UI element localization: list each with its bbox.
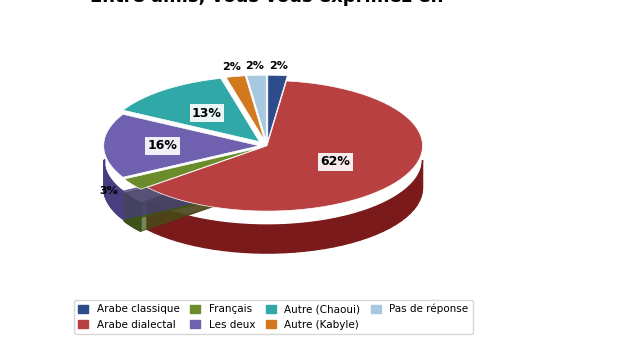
Polygon shape — [161, 208, 169, 239]
Polygon shape — [333, 217, 343, 247]
Polygon shape — [274, 225, 284, 253]
Polygon shape — [108, 175, 109, 204]
Legend: Arabe classique, Arabe dialectal, Français, Les deux, Autre (Chaoui), Autre (Kab: Arabe classique, Arabe dialectal, França… — [74, 300, 473, 334]
Polygon shape — [147, 81, 422, 211]
Text: 16%: 16% — [148, 139, 178, 152]
Polygon shape — [116, 185, 117, 214]
Polygon shape — [154, 205, 161, 236]
Polygon shape — [169, 211, 177, 241]
Polygon shape — [124, 162, 261, 221]
Polygon shape — [113, 182, 114, 211]
Polygon shape — [124, 147, 261, 189]
Text: 2%: 2% — [270, 61, 289, 71]
Polygon shape — [114, 183, 115, 212]
Polygon shape — [264, 225, 274, 253]
Text: 2%: 2% — [222, 62, 240, 72]
Polygon shape — [110, 178, 111, 207]
Title: Entre amis, vous vous exprimez en: Entre amis, vous vous exprimez en — [90, 0, 444, 6]
Polygon shape — [419, 169, 421, 201]
Polygon shape — [195, 218, 204, 247]
Polygon shape — [421, 164, 422, 197]
Polygon shape — [268, 75, 288, 141]
Polygon shape — [147, 160, 267, 230]
Polygon shape — [214, 221, 223, 251]
Polygon shape — [109, 177, 110, 206]
Polygon shape — [204, 219, 214, 249]
Polygon shape — [360, 210, 368, 240]
Polygon shape — [111, 180, 112, 209]
Text: 3%: 3% — [99, 186, 118, 196]
Polygon shape — [406, 185, 410, 217]
Polygon shape — [115, 184, 116, 213]
Polygon shape — [177, 213, 186, 243]
Polygon shape — [112, 181, 113, 210]
Text: 13%: 13% — [192, 107, 222, 120]
Polygon shape — [343, 215, 351, 245]
Polygon shape — [120, 189, 122, 218]
Polygon shape — [253, 225, 264, 253]
Polygon shape — [368, 207, 376, 238]
Polygon shape — [186, 216, 195, 246]
Polygon shape — [414, 177, 417, 210]
Polygon shape — [123, 78, 260, 142]
Polygon shape — [417, 173, 419, 205]
Polygon shape — [351, 212, 360, 243]
Polygon shape — [123, 160, 259, 219]
Text: 62%: 62% — [320, 155, 350, 168]
Polygon shape — [226, 76, 265, 141]
Polygon shape — [314, 221, 324, 250]
Polygon shape — [376, 203, 383, 235]
Polygon shape — [104, 114, 259, 177]
Polygon shape — [389, 197, 395, 228]
Polygon shape — [119, 188, 120, 217]
Polygon shape — [141, 162, 261, 231]
Polygon shape — [401, 190, 406, 221]
Polygon shape — [233, 223, 243, 252]
Polygon shape — [122, 190, 123, 219]
Polygon shape — [324, 219, 333, 248]
Polygon shape — [410, 181, 414, 214]
Polygon shape — [284, 224, 294, 253]
Polygon shape — [243, 224, 253, 253]
Polygon shape — [294, 223, 304, 252]
Polygon shape — [117, 186, 118, 215]
Polygon shape — [147, 201, 154, 233]
Polygon shape — [304, 222, 314, 251]
Text: 2%: 2% — [245, 61, 265, 71]
Polygon shape — [395, 193, 401, 225]
Polygon shape — [223, 222, 233, 252]
Polygon shape — [118, 187, 119, 216]
Polygon shape — [383, 200, 389, 232]
Polygon shape — [247, 75, 266, 141]
